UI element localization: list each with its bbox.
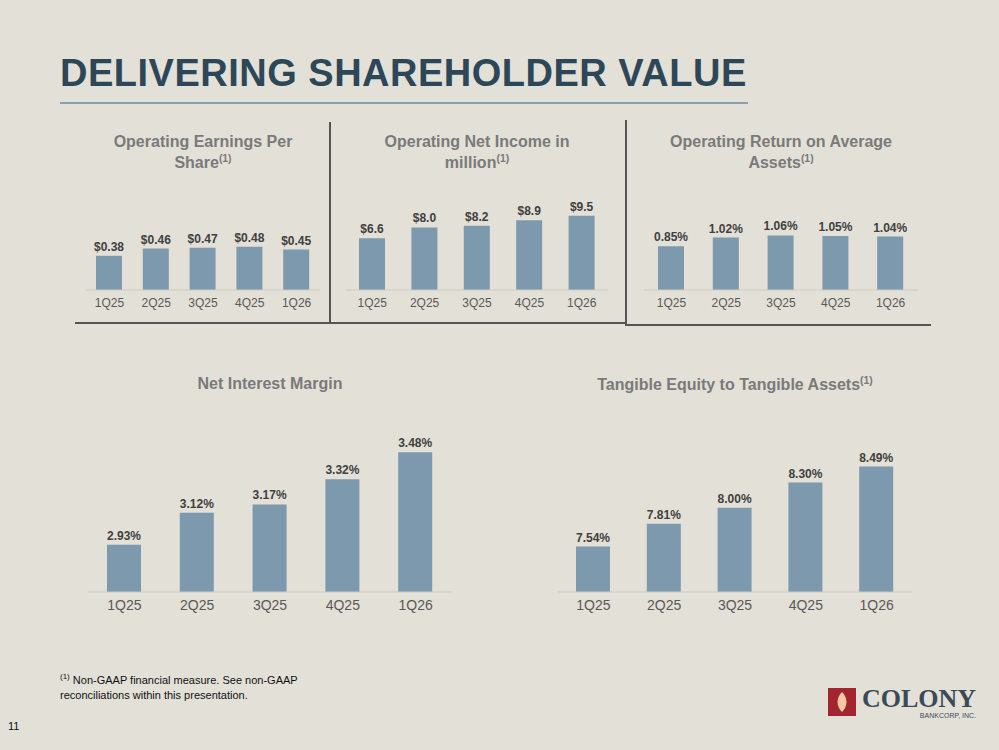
- svg-text:2Q25: 2Q25: [410, 296, 440, 310]
- svg-text:3Q25: 3Q25: [718, 597, 752, 613]
- html-text:Operating Return on Average As: Operating Return on Average Assets(1): [670, 133, 892, 172]
- html-text:Tangible Equity to Tangible As: Tangible Equity to Tangible Assets(1): [597, 375, 873, 394]
- svg-text:1Q25: 1Q25: [95, 296, 125, 310]
- svg-text:$0.47: $0.47: [188, 232, 218, 246]
- svg-text:2Q25: 2Q25: [712, 296, 742, 310]
- svg-text:3.48%: 3.48%: [398, 436, 432, 450]
- html-text:DELIVERING SHAREHOLDER VALUE: DELIVERING SHAREHOLDER VALUE: [60, 52, 747, 94]
- svg-text:$6.6: $6.6: [360, 222, 384, 236]
- svg-text:$0.45: $0.45: [281, 234, 311, 248]
- svg-text:3.17%: 3.17%: [253, 488, 287, 502]
- svg-text:1.04%: 1.04%: [873, 221, 907, 235]
- svg-text:3Q25: 3Q25: [253, 597, 287, 613]
- svg-text:4Q25: 4Q25: [821, 296, 851, 310]
- svg-text:1.02%: 1.02%: [709, 222, 743, 236]
- svg-text:1Q25: 1Q25: [107, 597, 141, 613]
- html-text:COLONY: COLONY: [862, 683, 977, 713]
- svg-text:8.00%: 8.00%: [718, 492, 752, 506]
- svg-text:1Q26: 1Q26: [567, 296, 597, 310]
- html-text:Net Interest Margin: Net Interest Margin: [197, 375, 343, 392]
- svg-text:3Q25: 3Q25: [188, 296, 218, 310]
- svg-text:1Q26: 1Q26: [876, 296, 906, 310]
- svg-text:3Q25: 3Q25: [462, 296, 492, 310]
- svg-text:1.05%: 1.05%: [818, 220, 852, 234]
- svg-text:$8.0: $8.0: [413, 211, 437, 225]
- svg-text:1Q26: 1Q26: [859, 597, 893, 613]
- svg-text:7.81%: 7.81%: [647, 508, 681, 522]
- svg-text:$8.2: $8.2: [465, 210, 489, 224]
- svg-text:0.85%: 0.85%: [654, 230, 688, 244]
- svg-text:$0.48: $0.48: [234, 231, 264, 245]
- svg-text:$0.46: $0.46: [141, 233, 171, 247]
- svg-text:1Q25: 1Q25: [576, 597, 610, 613]
- svg-text:4Q25: 4Q25: [235, 296, 265, 310]
- html-text:(1) Non-GAAP financial measure: (1) Non-GAAP financial measure. See non-…: [60, 672, 298, 701]
- svg-text:2Q25: 2Q25: [180, 597, 214, 613]
- svg-text:1Q25: 1Q25: [657, 296, 687, 310]
- svg-text:4Q25: 4Q25: [789, 597, 823, 613]
- svg-text:2.93%: 2.93%: [107, 529, 141, 543]
- svg-text:1Q25: 1Q25: [358, 296, 388, 310]
- svg-text:1Q26: 1Q26: [398, 597, 432, 613]
- svg-text:7.54%: 7.54%: [576, 531, 610, 545]
- svg-text:1Q26: 1Q26: [282, 296, 312, 310]
- html-text:BANKCORP, INC.: BANKCORP, INC.: [919, 711, 977, 719]
- svg-text:$8.9: $8.9: [518, 204, 542, 218]
- svg-text:$0.38: $0.38: [94, 240, 124, 254]
- svg-text:8.30%: 8.30%: [788, 467, 822, 481]
- svg-text:1.06%: 1.06%: [764, 219, 798, 233]
- svg-text:8.49%: 8.49%: [859, 451, 893, 465]
- html-text:11: 11: [8, 720, 20, 732]
- svg-text:3.32%: 3.32%: [325, 463, 359, 477]
- svg-text:$9.5: $9.5: [570, 200, 594, 214]
- svg-text:2Q25: 2Q25: [142, 296, 172, 310]
- svg-text:4Q25: 4Q25: [515, 296, 545, 310]
- html-text:Operating Net Income in millio: Operating Net Income in million(1): [384, 133, 570, 172]
- svg-text:2Q25: 2Q25: [647, 597, 681, 613]
- html-text:Operating Earnings Per Share(1: Operating Earnings Per Share(1): [113, 133, 293, 172]
- svg-text:3Q25: 3Q25: [766, 296, 796, 310]
- svg-text:4Q25: 4Q25: [326, 597, 360, 613]
- svg-text:3.12%: 3.12%: [180, 497, 214, 511]
